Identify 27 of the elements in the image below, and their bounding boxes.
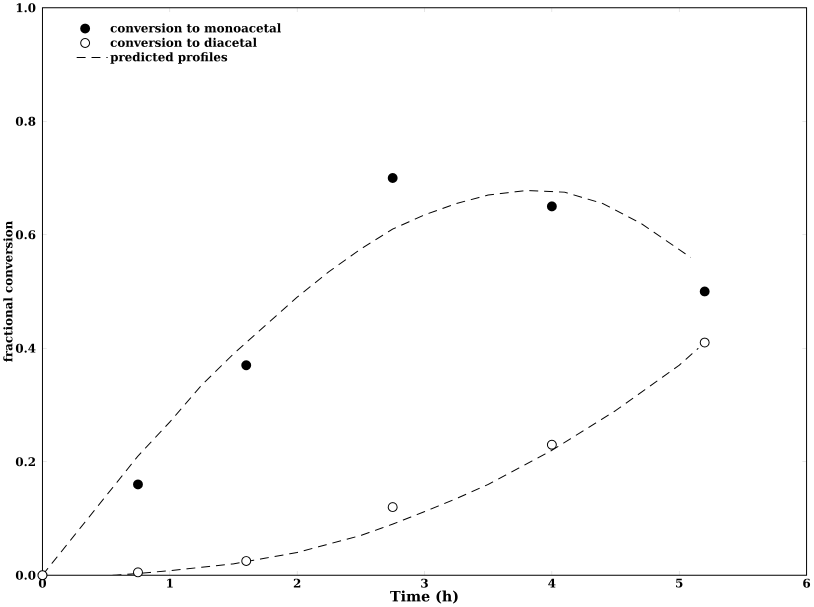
y-tick-label: 0.4 (16, 344, 36, 353)
point (133, 567, 143, 578)
legend-label: conversion to diacetal (110, 38, 257, 48)
y-tick-label: 1.0 (16, 3, 36, 12)
legend-label: conversion to monoacetal (110, 23, 281, 33)
x-tick-label: 4 (548, 578, 556, 588)
x-tick-label: 2 (294, 578, 300, 588)
point (700, 286, 710, 296)
point (241, 556, 252, 566)
y-tick-label: 0.2 (16, 457, 35, 466)
point (546, 201, 557, 212)
y-axis-title: fractional conversion (3, 221, 12, 362)
x-axis-title: Time (h) (390, 590, 458, 604)
x-tick-label: 3 (421, 578, 428, 588)
point (388, 502, 398, 512)
x-tick-label: 6 (803, 578, 810, 588)
point (700, 338, 710, 348)
x-tick-label: 1 (167, 578, 173, 588)
x-tick-label: 5 (676, 578, 682, 588)
point (546, 440, 557, 450)
y-tick-label: 0.6 (16, 230, 36, 240)
point (388, 173, 398, 184)
y-tick-label: 0.8 (16, 116, 36, 126)
legend-label: predicted profiles (110, 52, 228, 64)
point (133, 480, 143, 490)
y-tick-label: 0.0 (16, 570, 36, 580)
point (241, 360, 252, 370)
